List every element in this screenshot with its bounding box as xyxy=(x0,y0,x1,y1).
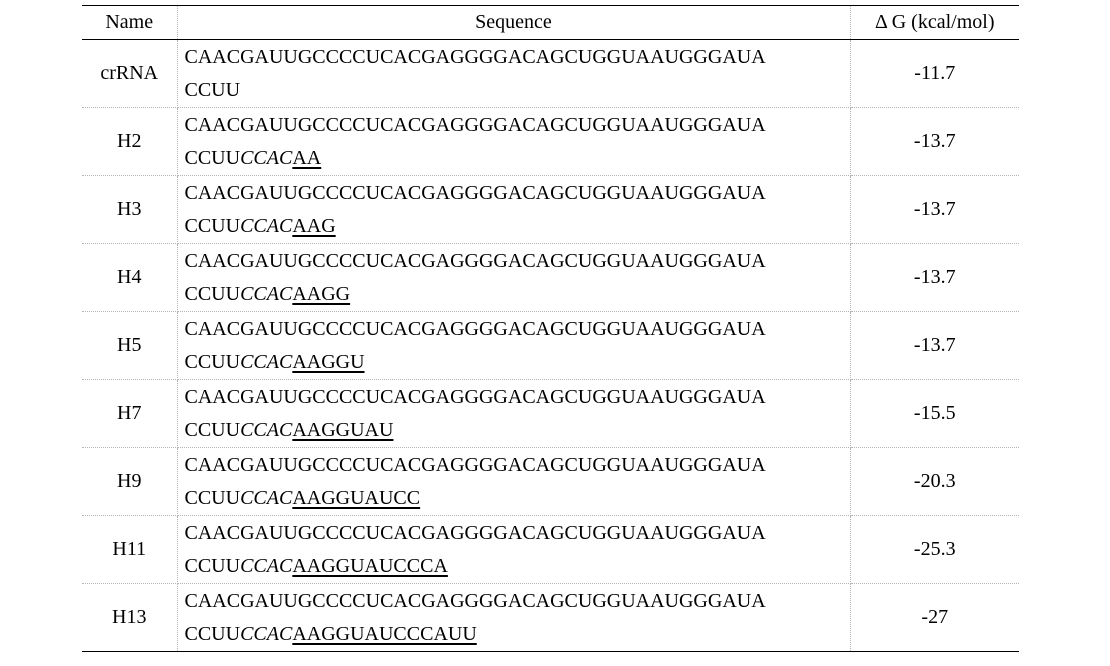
sequence-prefix: CCUU xyxy=(184,78,241,101)
row-delta-g: -11.7 xyxy=(849,39,1019,108)
row-delta-g: -13.7 xyxy=(849,107,1019,176)
table-row: H2 CAACGAUUGCCCCUCACGAGGGGACAGCUGGUAAUGG… xyxy=(82,107,1019,176)
sequence-stem: AA xyxy=(292,146,322,169)
sequence-line-1: CAACGAUUGCCCCUCACGAGGGGACAGCUGGUAAUGGGAU… xyxy=(184,453,766,476)
sequence-prefix: CCUU xyxy=(184,146,241,169)
row-delta-g: -13.7 xyxy=(849,175,1019,244)
row-sequence: CAACGAUUGCCCCUCACGAGGGGACAGCUGGUAAUGGGAU… xyxy=(176,243,851,312)
sequence-line-2: CCUUCCACAAGGUAUCC xyxy=(185,482,850,515)
sequence-loop: CCAC xyxy=(240,282,293,305)
header-row: Name Sequence Δ G (kcal/mol) xyxy=(82,5,1019,40)
sequence-stem: AAGGUAUCCCAUU xyxy=(292,622,477,645)
sequence-loop: CCAC xyxy=(240,214,293,237)
row-name: H11 xyxy=(82,515,178,584)
table-row: H13 CAACGAUUGCCCCUCACGAGGGGACAGCUGGUAAUG… xyxy=(82,583,1019,652)
table-row: H9 CAACGAUUGCCCCUCACGAGGGGACAGCUGGUAAUGG… xyxy=(82,447,1019,516)
sequence-prefix: CCUU xyxy=(184,282,241,305)
sequence-line-1: CAACGAUUGCCCCUCACGAGGGGACAGCUGGUAAUGGGAU… xyxy=(184,385,766,408)
row-name: H9 xyxy=(82,447,178,516)
sequence-line-2: CCUUCCACAAG xyxy=(185,210,850,243)
row-name: H7 xyxy=(82,379,178,448)
table-row: H3 CAACGAUUGCCCCUCACGAGGGGACAGCUGGUAAUGG… xyxy=(82,175,1019,244)
row-delta-g: -20.3 xyxy=(849,447,1019,516)
sequence-line-1: CAACGAUUGCCCCUCACGAGGGGACAGCUGGUAAUGGGAU… xyxy=(184,181,766,204)
sequence-prefix: CCUU xyxy=(184,622,241,645)
table-row: H5 CAACGAUUGCCCCUCACGAGGGGACAGCUGGUAAUGG… xyxy=(82,311,1019,380)
sequence-prefix: CCUU xyxy=(184,350,241,373)
row-name: H4 xyxy=(82,243,178,312)
sequence-stem: AAGG xyxy=(292,282,351,305)
sequence-stem: AAGGUAUCC xyxy=(292,486,421,509)
table-row: H7 CAACGAUUGCCCCUCACGAGGGGACAGCUGGUAAUGG… xyxy=(82,379,1019,448)
sequence-line-1: CAACGAUUGCCCCUCACGAGGGGACAGCUGGUAAUGGGAU… xyxy=(184,113,766,136)
sequence-line-1: CAACGAUUGCCCCUCACGAGGGGACAGCUGGUAAUGGGAU… xyxy=(184,45,766,68)
row-sequence: CAACGAUUGCCCCUCACGAGGGGACAGCUGGUAAUGGGAU… xyxy=(176,515,851,584)
sequence-table: Name Sequence Δ G (kcal/mol) crRNA CAACG… xyxy=(82,5,1019,652)
sequence-line-2: CCUUCCACAAGG xyxy=(185,278,850,311)
header-name: Name xyxy=(82,5,178,40)
table-row: H4 CAACGAUUGCCCCUCACGAGGGGACAGCUGGUAAUGG… xyxy=(82,243,1019,312)
sequence-stem: AAGGUAUCCCA xyxy=(292,554,448,577)
table-body: crRNA CAACGAUUGCCCCUCACGAGGGGACAGCUGGUAA… xyxy=(82,39,1019,652)
sequence-line-1: CAACGAUUGCCCCUCACGAGGGGACAGCUGGUAAUGGGAU… xyxy=(184,249,766,272)
sequence-line-2: CCUUCCACAAGGU xyxy=(185,346,850,379)
row-name: crRNA xyxy=(82,39,178,108)
sequence-loop: CCAC xyxy=(240,554,293,577)
row-delta-g: -27 xyxy=(849,583,1019,652)
row-name: H3 xyxy=(82,175,178,244)
sequence-line-2: CCUUCCACAA xyxy=(185,142,850,175)
row-delta-g: -15.5 xyxy=(849,379,1019,448)
sequence-line-2: CCUU xyxy=(185,74,850,107)
row-delta-g: -13.7 xyxy=(849,311,1019,380)
sequence-loop: CCAC xyxy=(240,622,293,645)
row-delta-g: -13.7 xyxy=(849,243,1019,312)
sequence-prefix: CCUU xyxy=(184,486,241,509)
sequence-line-1: CAACGAUUGCCCCUCACGAGGGGACAGCUGGUAAUGGGAU… xyxy=(184,521,766,544)
sequence-line-1: CAACGAUUGCCCCUCACGAGGGGACAGCUGGUAAUGGGAU… xyxy=(184,589,766,612)
row-name: H13 xyxy=(82,583,178,652)
sequence-line-2: CCUUCCACAAGGUAUCCCA xyxy=(185,550,850,583)
header-delta-g: Δ G (kcal/mol) xyxy=(849,5,1019,40)
sequence-line-2: CCUUCCACAAGGUAUCCCAUU xyxy=(185,618,850,651)
row-delta-g: -25.3 xyxy=(849,515,1019,584)
row-sequence: CAACGAUUGCCCCUCACGAGGGGACAGCUGGUAAUGGGAU… xyxy=(176,379,851,448)
sequence-prefix: CCUU xyxy=(184,554,241,577)
sequence-stem: AAGGU xyxy=(292,350,365,373)
sequence-loop: CCAC xyxy=(240,350,293,373)
row-sequence: CAACGAUUGCCCCUCACGAGGGGACAGCUGGUAAUGGGAU… xyxy=(176,311,851,380)
sequence-prefix: CCUU xyxy=(184,418,241,441)
sequence-prefix: CCUU xyxy=(184,214,241,237)
row-sequence: CAACGAUUGCCCCUCACGAGGGGACAGCUGGUAAUGGGAU… xyxy=(176,583,851,652)
row-sequence: CAACGAUUGCCCCUCACGAGGGGACAGCUGGUAAUGGGAU… xyxy=(176,39,851,108)
row-sequence: CAACGAUUGCCCCUCACGAGGGGACAGCUGGUAAUGGGAU… xyxy=(176,107,851,176)
header-sequence: Sequence xyxy=(176,5,851,40)
sequence-loop: CCAC xyxy=(240,486,293,509)
sequence-stem: AAG xyxy=(292,214,336,237)
sequence-stem: AAGGUAU xyxy=(292,418,394,441)
sequence-loop: CCAC xyxy=(240,146,293,169)
sequence-line-1: CAACGAUUGCCCCUCACGAGGGGACAGCUGGUAAUGGGAU… xyxy=(184,317,766,340)
row-name: H5 xyxy=(82,311,178,380)
sequence-line-2: CCUUCCACAAGGUAU xyxy=(185,414,850,447)
row-name: H2 xyxy=(82,107,178,176)
table-row: H11 CAACGAUUGCCCCUCACGAGGGGACAGCUGGUAAUG… xyxy=(82,515,1019,584)
sequence-loop: CCAC xyxy=(240,418,293,441)
row-sequence: CAACGAUUGCCCCUCACGAGGGGACAGCUGGUAAUGGGAU… xyxy=(176,447,851,516)
table-row: crRNA CAACGAUUGCCCCUCACGAGGGGACAGCUGGUAA… xyxy=(82,39,1019,108)
row-sequence: CAACGAUUGCCCCUCACGAGGGGACAGCUGGUAAUGGGAU… xyxy=(176,175,851,244)
